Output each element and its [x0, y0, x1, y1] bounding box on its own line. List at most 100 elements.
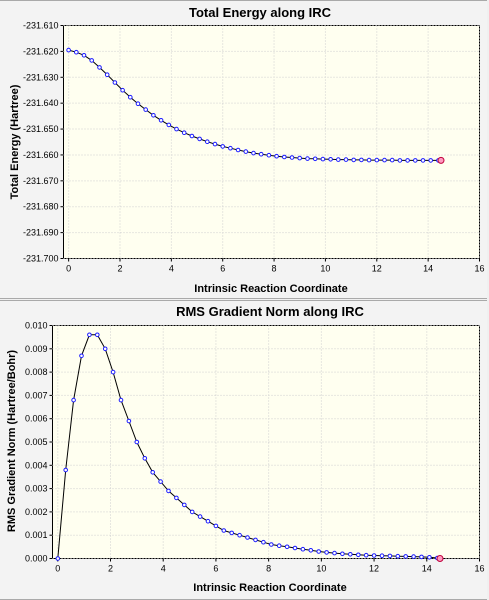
- gradient-ticks: 0 2 4 6 8 10 12 14 16 0.000 0.001 0.002 0.003 0.004 0.…: [25, 321, 485, 574]
- x-tick-label: 6: [220, 264, 225, 274]
- data-point: [150, 470, 155, 475]
- gradient-grid: [52, 325, 480, 559]
- data-point: [97, 65, 102, 70]
- data-point: [336, 157, 341, 162]
- data-point: [379, 553, 385, 558]
- data-point: [220, 144, 225, 149]
- data-point: [363, 552, 369, 558]
- energy-chart-title: Total Energy along IRC: [189, 5, 332, 20]
- x-tick-label: 14: [422, 564, 432, 574]
- data-point: [229, 530, 234, 536]
- data-point: [205, 139, 210, 144]
- data-point: [324, 550, 329, 555]
- x-tick-label: 12: [372, 264, 382, 274]
- data-point: [118, 397, 124, 403]
- data-point: [297, 155, 303, 161]
- data-point: [237, 532, 242, 538]
- y-tick-label: -231.690: [23, 228, 59, 238]
- data-point: [71, 397, 76, 403]
- data-point: [142, 456, 148, 461]
- x-tick-label: 16: [474, 264, 484, 274]
- data-point: [351, 157, 357, 163]
- data-point: [197, 514, 203, 519]
- energy-plot-area: [63, 25, 480, 259]
- data-point: [158, 118, 164, 123]
- data-point: [292, 545, 298, 551]
- data-point: [181, 130, 187, 135]
- data-point: [213, 523, 219, 529]
- y-tick-label: 0.009: [25, 344, 48, 354]
- data-point: [212, 141, 218, 147]
- y-tick-label: 0.000: [25, 554, 48, 564]
- data-point: [284, 544, 290, 550]
- data-point: [128, 94, 133, 100]
- x-tick-label: 8: [266, 564, 271, 574]
- y-tick-label: -231.630: [23, 72, 59, 82]
- data-point: [395, 553, 401, 559]
- data-point: [135, 101, 141, 106]
- data-point: [158, 479, 163, 484]
- gradient-x-axis-label: Intrinsic Reaction Coordinate: [193, 582, 346, 594]
- x-tick-label: 6: [213, 564, 218, 574]
- x-tick-label: 16: [474, 564, 484, 574]
- y-tick-label: 0.004: [25, 460, 48, 470]
- data-point: [382, 157, 387, 163]
- data-point: [63, 467, 68, 473]
- data-point: [189, 509, 195, 515]
- gradient-y-axis-label: RMS Gradient Norm (Hartree/Bohr): [6, 350, 18, 532]
- data-point: [420, 158, 426, 163]
- data-point: [343, 157, 349, 162]
- data-point: [81, 53, 87, 58]
- data-point: [228, 145, 233, 151]
- data-point: [320, 156, 326, 162]
- energy-ticks: 0 2 4 6 8 10 12 14 16 -231.610 -231.620 -231.630 -23…: [23, 21, 485, 274]
- data-point: [261, 539, 266, 545]
- x-tick-label: 4: [169, 264, 174, 274]
- energy-x-axis-label: Intrinsic Reaction Coordinate: [194, 283, 347, 295]
- data-point: [182, 502, 187, 508]
- data-point: [274, 153, 279, 159]
- data-point: [95, 332, 100, 338]
- y-tick-label: 0.001: [25, 530, 48, 540]
- data-point: [348, 552, 353, 557]
- data-point: [312, 156, 318, 162]
- y-tick-label: -231.700: [23, 254, 59, 264]
- y-tick-label: -231.620: [23, 46, 59, 56]
- x-tick-label: 10: [320, 264, 330, 274]
- data-point: [87, 332, 92, 338]
- x-tick-label: 10: [316, 564, 326, 574]
- data-point: [74, 49, 79, 55]
- x-tick-label: 14: [423, 264, 433, 274]
- data-point: [245, 535, 250, 540]
- x-tick-label: 0: [66, 264, 71, 274]
- data-point: [251, 150, 256, 156]
- y-tick-label: 0.007: [25, 390, 48, 400]
- data-point: [243, 149, 249, 154]
- y-tick-label: -231.660: [23, 150, 59, 160]
- y-tick-label: -231.610: [23, 21, 59, 31]
- data-point: [308, 548, 314, 553]
- data-point: [134, 439, 140, 445]
- y-tick-label: 0.008: [25, 367, 48, 377]
- data-point: [112, 80, 118, 85]
- data-point: [221, 528, 227, 533]
- data-point: [89, 58, 94, 63]
- y-tick-label: 0.006: [25, 414, 48, 424]
- data-point: [166, 488, 171, 494]
- x-tick-label: 0: [55, 564, 60, 574]
- data-point: [356, 552, 361, 558]
- x-tick-label: 12: [369, 564, 379, 574]
- data-point: [282, 154, 287, 160]
- end-data-point: [437, 156, 445, 164]
- data-point: [205, 518, 211, 524]
- x-tick-label: 2: [117, 264, 122, 274]
- data-point: [366, 157, 372, 163]
- energy-chart-panel: Total Energy along IRC 0 2 4 6 8 10 12 14 16 -231…: [0, 0, 487, 299]
- data-point: [374, 157, 380, 163]
- data-point: [300, 546, 306, 552]
- data-point: [332, 550, 337, 556]
- data-point: [253, 537, 258, 543]
- data-point: [305, 156, 310, 161]
- x-tick-label: 2: [108, 564, 113, 574]
- data-point: [102, 346, 108, 352]
